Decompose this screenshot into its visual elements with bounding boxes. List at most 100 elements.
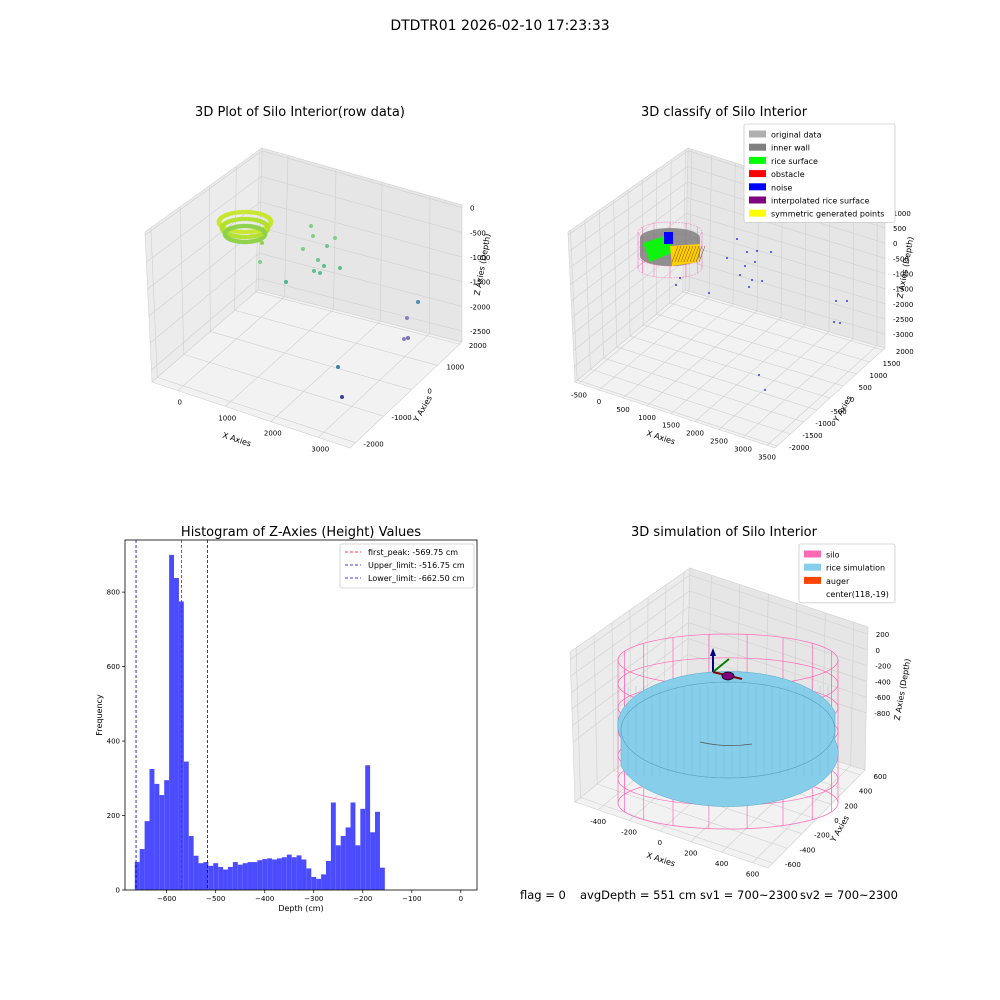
- x-gridline: [380, 182, 383, 322]
- classify-3d-plot: -5000500100015002000250030003500-2000-15…: [567, 105, 915, 461]
- x-tick-label: 0: [459, 895, 463, 903]
- x-tick-label: -400: [590, 818, 606, 826]
- y-tick-label: -1500: [802, 432, 822, 440]
- z-gridline: [147, 201, 463, 290]
- x-axis-label: X Axies: [221, 431, 252, 449]
- histogram-bar: [340, 836, 346, 890]
- y-tick-label: -500: [831, 408, 847, 416]
- histogram-bar: [252, 862, 258, 890]
- x-tick-label: 200: [684, 850, 697, 858]
- raw-point: [268, 218, 274, 224]
- z-gridline: [570, 197, 886, 285]
- panel-title: 3D classify of Silo Interior: [641, 105, 808, 120]
- noise-point: [764, 389, 766, 391]
- raw-point: [322, 264, 326, 268]
- histogram-bar: [183, 761, 189, 890]
- noise-point: [835, 300, 837, 302]
- histogram-bar: [360, 808, 366, 890]
- auger-head: [721, 671, 735, 681]
- histogram-bar: [188, 836, 194, 890]
- raw-point: [309, 224, 313, 228]
- histogram-bar: [193, 855, 199, 890]
- y-tick-label: -1000: [815, 420, 835, 428]
- interpolated-surface-points: [671, 245, 679, 263]
- legend-entry: noise: [771, 183, 792, 192]
- x-gridline: [177, 296, 285, 391]
- raw-point: [325, 244, 329, 248]
- histogram-bar: [213, 863, 219, 890]
- histogram-bar: [311, 876, 317, 890]
- histogram-bar: [291, 857, 297, 890]
- x-tick-label: −300: [304, 895, 323, 903]
- y-gridline: [570, 230, 578, 381]
- y-gridline: [577, 379, 778, 447]
- legend-entry: original data: [771, 131, 822, 140]
- legend-swatch: [804, 576, 821, 584]
- x-tick-label: -500: [571, 391, 587, 399]
- raw-point: [312, 269, 316, 273]
- y-gridline: [611, 622, 615, 771]
- x-tick-label: 0: [178, 399, 182, 407]
- avg-depth-readout: avgDepth = 551 cm: [580, 888, 697, 902]
- y-gridline: [597, 783, 788, 849]
- y-gridline: [255, 291, 460, 345]
- raw-point: [311, 234, 315, 238]
- legend-swatch: [749, 183, 766, 191]
- histogram-bar: [203, 862, 209, 890]
- y-tick-label: 0: [850, 396, 854, 404]
- histogram-bar: [139, 849, 145, 890]
- x-axis-label: X Axies: [645, 851, 676, 869]
- legend-swatch: [749, 170, 766, 178]
- x-tick-label: 1500: [662, 422, 680, 430]
- z-tick-label: -400: [875, 678, 891, 686]
- symmetric-points: [670, 244, 700, 266]
- y-tick-label: -400: [799, 846, 815, 854]
- z-gridline: [570, 590, 868, 677]
- x-gridline: [850, 622, 855, 766]
- x-tick-label: 1000: [218, 414, 236, 422]
- x-tick-label: 0: [597, 398, 601, 406]
- y-gridline: [210, 331, 412, 390]
- histogram-bar: [365, 765, 371, 890]
- histogram-bar: [276, 858, 282, 890]
- interpolated-surface-points: [695, 245, 703, 263]
- z-tick-label: -1000: [893, 270, 913, 278]
- noise-point: [708, 292, 710, 294]
- z-gridline: [150, 252, 463, 344]
- noise-point: [736, 238, 738, 240]
- histogram-bar: [237, 864, 243, 890]
- noise-point: [839, 322, 841, 324]
- noise-point: [744, 265, 746, 267]
- interpolated-surface-points: [698, 245, 706, 263]
- noise-point: [770, 251, 772, 253]
- z-tick-label: -1500: [470, 279, 490, 287]
- z-tick-label: -2000: [893, 301, 913, 309]
- histogram-bar: [286, 854, 292, 890]
- noise-point: [756, 250, 758, 252]
- interpolated-surface-points: [692, 245, 700, 263]
- z-tick-label: 200: [876, 631, 889, 639]
- z-tick-label: -800: [874, 710, 890, 718]
- z-gridline: [571, 212, 886, 302]
- z-gridline: [151, 278, 463, 371]
- x-tick-label: −600: [157, 895, 176, 903]
- z-gridline: [571, 606, 868, 693]
- legend-frame: [339, 543, 475, 589]
- y-tick-label: -2000: [789, 444, 809, 452]
- histogram-bar: [316, 878, 322, 890]
- histogram-bar: [370, 832, 376, 890]
- histogram-bar: [345, 827, 351, 890]
- raw-point: [316, 258, 320, 262]
- x-tick-label: −500: [206, 895, 225, 903]
- raw-point: [265, 224, 271, 230]
- legend-entry: inner wall: [771, 144, 810, 153]
- legend-entry: interpolated rice surface: [771, 197, 869, 206]
- raw-point: [340, 395, 344, 399]
- x-tick-label: 400: [715, 860, 728, 868]
- z-gridline: [574, 275, 886, 368]
- z-tick-label: -200: [875, 663, 891, 671]
- z-tick-label: -3000: [893, 331, 913, 339]
- x-axis-label: Depth (cm): [278, 904, 323, 913]
- raw-point: [333, 236, 337, 240]
- histogram-bar: [257, 860, 263, 890]
